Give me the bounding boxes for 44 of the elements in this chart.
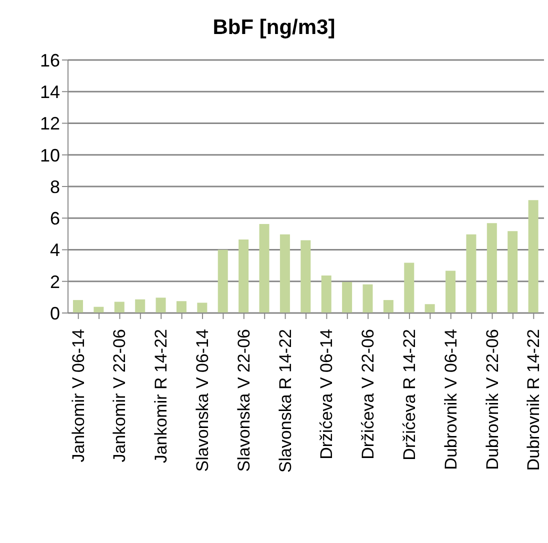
y-tick-label: 4 [50,240,60,260]
x-tick-label: Slavonska V 22-06 [234,329,254,472]
y-tick-label: 2 [50,272,60,292]
y-tick-label: 8 [50,176,60,197]
x-tick-label: Dubrovnik R 14-22 [524,329,544,471]
bar [466,234,476,313]
x-tick-label: Držićeva V 06-14 [317,329,336,460]
x-tick-label: Dubrovnik V 06-14 [441,329,460,470]
bar [259,224,270,313]
bar [362,284,373,313]
y-tick-label: 14 [40,82,60,102]
bar [300,240,311,313]
bar [486,223,497,313]
y-tick-label: 16 [40,50,60,70]
bar [508,231,518,313]
bar [446,270,456,313]
x-tick-label: Dubrovnik V 22-06 [482,329,502,470]
bar [197,302,208,313]
chart-title: BbF [ng/m3] [212,15,336,41]
x-tick-label: Slavonska R 14-22 [276,329,295,473]
bar [342,282,352,313]
bar [404,262,414,313]
x-tick-label: Držićeva R 14-22 [400,329,419,460]
bar [383,300,394,313]
bar [321,276,332,313]
y-tick-label: 6 [50,208,60,229]
x-tick-label: Jankomir V 06-14 [68,329,88,462]
bar [528,200,538,313]
bar [156,298,166,313]
x-tick-label: Slavonska V 06-14 [193,329,212,472]
y-tick-label: 0 [50,303,60,324]
x-tick-label: Jankomir V 22-06 [110,329,130,462]
bar [135,299,146,313]
bar [424,304,435,313]
x-tick-label: Držićeva V 22-06 [358,329,378,460]
bar [238,239,249,313]
bar [176,301,186,313]
bar [280,234,290,313]
bar [114,302,124,313]
y-tick-label: 12 [40,114,60,134]
y-tick-label: 10 [40,145,60,166]
bar [73,300,83,313]
bar [218,250,228,313]
x-tick-label: Jankomir R 14-22 [152,329,171,464]
